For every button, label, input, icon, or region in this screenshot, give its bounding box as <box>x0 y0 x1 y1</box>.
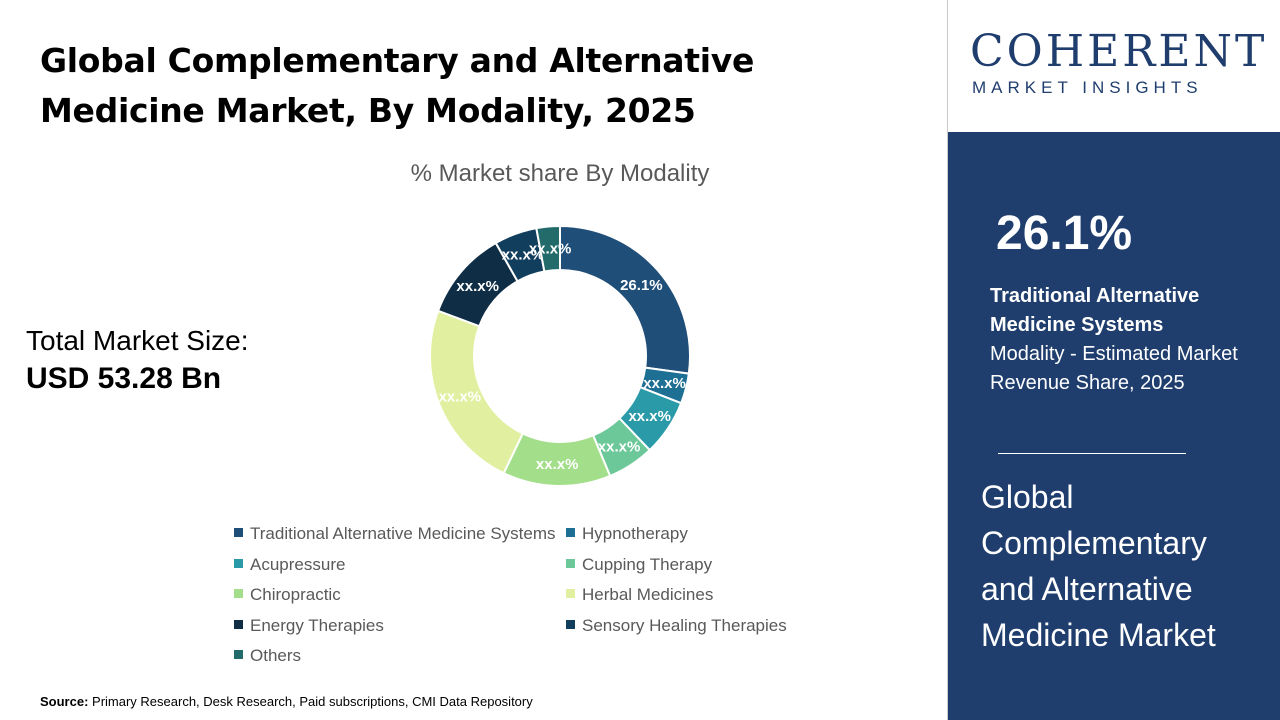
legend-swatch-5 <box>566 589 575 599</box>
legend-swatch-1 <box>566 528 575 538</box>
donut-slice-0 <box>559 224 691 375</box>
donut-slice-label-0: 26.1% <box>620 277 663 294</box>
highlight-divider <box>998 453 1186 454</box>
legend-label-6: Energy Therapies <box>250 615 384 635</box>
logo-wordmark: COHERENT <box>970 26 1268 77</box>
legend-label-1: Hypnotherapy <box>582 524 688 543</box>
donut-slice-label-2: xx.x% <box>628 408 671 425</box>
legend-label-7: Sensory Healing Therapies <box>582 615 787 635</box>
legend-swatch-0 <box>234 528 243 538</box>
donut-slice-label-6: xx.x% <box>456 278 499 295</box>
source-text: Primary Research, Desk Research, Paid su… <box>92 694 533 709</box>
market-name: Global Complementary and Alternative Med… <box>981 479 1216 653</box>
legend-label-4: Chiropractic <box>250 585 341 604</box>
legend-swatch-8 <box>234 650 243 660</box>
chart-title: % Market share By Modality <box>410 160 710 187</box>
legend-item-5: Herbal Medicines <box>566 585 713 605</box>
source-note: Source: Primary Research, Desk Research,… <box>40 694 533 709</box>
legend-item-2: Acupressure <box>234 555 345 575</box>
donut-slice-label-7: xx.x% <box>502 247 545 264</box>
panel-divider <box>947 0 948 720</box>
legend-label-5: Herbal Medicines <box>582 585 714 604</box>
donut-chart: 26.1%xx.x%xx.x%xx.x%xx.x%xx.x%xx.x%xx.x%… <box>429 224 691 487</box>
legend-label-0: Traditional Alternative Medicine Systems <box>250 524 556 543</box>
highlight-value: 26.1% <box>996 207 1133 260</box>
legend-swatch-7 <box>566 619 575 629</box>
legend-item-6: Energy Therapies <box>234 616 384 636</box>
legend-swatch-4 <box>234 589 243 599</box>
legend-label-8: Others <box>250 646 302 665</box>
logo-tagline: MARKET INSIGHTS <box>972 78 1203 97</box>
highlight-description: Modality - Estimated Market Revenue Shar… <box>990 343 1238 394</box>
logo-box <box>948 0 1280 132</box>
donut-slice-label-1: xx.x% <box>643 375 686 392</box>
donut-slice-label-5: xx.x% <box>439 388 482 405</box>
total-market-label: Total Market Size: <box>26 325 249 356</box>
legend-label-3: Cupping Therapy <box>582 554 713 574</box>
highlight-segment-name: Traditional Alternative Medicine Systems <box>990 285 1200 336</box>
legend-item-0: Traditional Alternative Medicine Systems <box>234 524 556 544</box>
donut-slice-label-3: xx.x% <box>598 438 641 455</box>
donut-slice-label-4: xx.x% <box>536 456 579 473</box>
source-label: Source: <box>40 694 89 709</box>
legend-item-7: Sensory Healing Therapies <box>566 616 787 636</box>
legend-swatch-2 <box>234 558 243 568</box>
total-market-value: USD 53.28 Bn <box>26 362 222 395</box>
donut-slice-8 <box>535 224 561 273</box>
legend-item-8: Others <box>234 646 301 666</box>
legend-label-2: Acupressure <box>250 554 346 574</box>
legend-swatch-3 <box>566 558 575 568</box>
legend-item-4: Chiropractic <box>234 585 341 605</box>
legend-item-3: Cupping Therapy <box>566 555 712 575</box>
page-title: Global Complementary and Alternative Med… <box>40 41 755 130</box>
donut-slice-label-8: xx.x% <box>529 240 572 257</box>
legend-swatch-6 <box>234 619 243 629</box>
legend-item-1: Hypnotherapy <box>566 524 688 544</box>
